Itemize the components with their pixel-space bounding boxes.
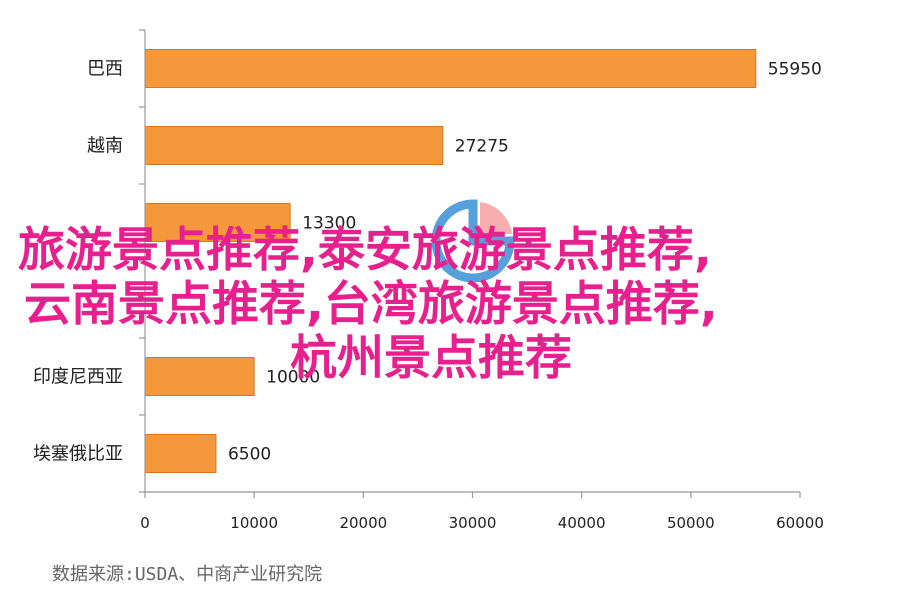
axis-layer: 0 10000 20000 30000 40000 50000 60000 bbox=[139, 29, 824, 532]
category-label: 印度尼西亚 bbox=[33, 367, 123, 388]
x-tick-label: 40000 bbox=[558, 514, 606, 532]
x-tick-label: 10000 bbox=[230, 514, 278, 532]
x-tick-label: 60000 bbox=[776, 514, 824, 532]
watermark-logo-icon bbox=[431, 199, 515, 283]
x-tick-label: 30000 bbox=[449, 514, 497, 532]
bar bbox=[144, 203, 291, 242]
x-tick-label: 50000 bbox=[667, 514, 715, 532]
bar bbox=[144, 126, 444, 165]
category-label: 巴西 bbox=[87, 59, 123, 80]
data-label: 10000 bbox=[266, 368, 320, 388]
bar bbox=[144, 434, 217, 473]
category-label: 埃塞俄比亚 bbox=[33, 444, 123, 465]
data-label: 55950 bbox=[768, 60, 822, 80]
data-label: 6500 bbox=[228, 445, 271, 465]
x-tick-label: 20000 bbox=[339, 514, 387, 532]
bar bbox=[144, 357, 255, 396]
x-tick-label: 0 bbox=[140, 514, 150, 532]
bar bbox=[144, 49, 757, 88]
category-label: 越南 bbox=[87, 136, 123, 157]
labels-layer: 巴西 55950 越南 27275 13300 印度尼西亚 10000 埃塞俄比亚 6500 bbox=[33, 59, 822, 465]
source-note: 数据来源:USDA、中商产业研究院 bbox=[52, 564, 323, 585]
data-label: 13300 bbox=[302, 214, 356, 234]
bars-layer bbox=[144, 49, 757, 473]
data-label: 27275 bbox=[455, 137, 509, 157]
